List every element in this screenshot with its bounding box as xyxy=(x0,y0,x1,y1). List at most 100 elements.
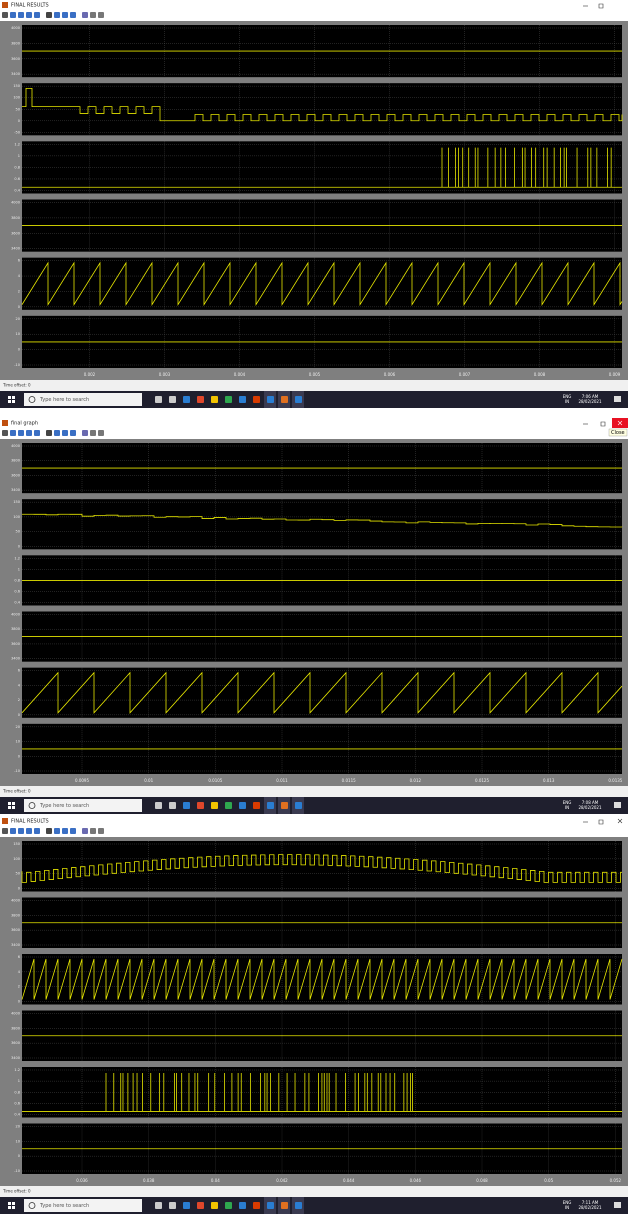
x-tick-label: 0.0105 xyxy=(208,778,222,783)
y-tick-label: 100 xyxy=(13,515,20,519)
notification-icon[interactable] xyxy=(614,396,621,402)
y-tick-label: 0.4 xyxy=(14,1113,20,1117)
taskbar-app[interactable] xyxy=(225,1202,232,1209)
toolbar-button[interactable] xyxy=(98,828,104,834)
toolbar-button[interactable] xyxy=(98,430,104,436)
taskbar-app[interactable] xyxy=(197,1202,204,1209)
toolbar-button[interactable] xyxy=(18,430,24,436)
toolbar-button[interactable] xyxy=(18,828,24,834)
taskbar-app[interactable] xyxy=(183,802,190,809)
taskbar-app[interactable] xyxy=(281,1202,288,1209)
taskbar-app[interactable] xyxy=(169,802,176,809)
taskbar-app[interactable] xyxy=(281,802,288,809)
taskbar-app[interactable] xyxy=(253,802,260,809)
taskbar-app[interactable] xyxy=(169,1202,176,1209)
y-tick-label: 4000 xyxy=(11,613,20,617)
taskbar-app[interactable] xyxy=(267,1202,274,1209)
toolbar-button[interactable] xyxy=(90,828,96,834)
search-placeholder: Type here to search xyxy=(39,397,89,403)
toolbar-button[interactable] xyxy=(34,828,40,834)
toolbar-button[interactable] xyxy=(54,430,60,436)
taskbar-app[interactable] xyxy=(295,802,302,809)
toolbar-button[interactable] xyxy=(90,12,96,18)
taskbar-app[interactable] xyxy=(225,802,232,809)
toolbar-button[interactable] xyxy=(54,12,60,18)
taskbar-app[interactable] xyxy=(211,1202,218,1209)
y-tick-label: 3800 xyxy=(11,41,20,45)
x-tick-label: 0.009 xyxy=(609,372,621,377)
y-tick-label: 4000 xyxy=(11,444,20,448)
toolbar-button[interactable] xyxy=(98,12,104,18)
x-tick-label: 0.042 xyxy=(276,1178,288,1183)
taskbar-app[interactable] xyxy=(253,396,260,403)
taskbar-app[interactable] xyxy=(239,802,246,809)
toolbar-button[interactable] xyxy=(18,12,24,18)
x-tick-label: 0.005 xyxy=(309,372,321,377)
taskbar-app[interactable] xyxy=(239,396,246,403)
notification-icon[interactable] xyxy=(614,802,621,808)
taskbar-app[interactable] xyxy=(253,1202,260,1209)
toolbar-button[interactable] xyxy=(34,430,40,436)
toolbar-button[interactable] xyxy=(10,12,16,18)
toolbar-button[interactable] xyxy=(10,828,16,834)
x-tick-label: 0.003 xyxy=(159,372,171,377)
taskbar-app[interactable] xyxy=(267,802,274,809)
toolbar-button[interactable] xyxy=(26,430,32,436)
toolbar-button[interactable] xyxy=(54,828,60,834)
taskbar-app[interactable] xyxy=(225,396,232,403)
toolbar-button[interactable] xyxy=(62,12,68,18)
x-tick-label: 0.038 xyxy=(143,1178,155,1183)
toolbar-button[interactable] xyxy=(26,12,32,18)
toolbar-button[interactable] xyxy=(62,828,68,834)
taskbar-app[interactable] xyxy=(197,802,204,809)
taskbar-app[interactable] xyxy=(197,396,204,403)
notification-icon[interactable] xyxy=(614,1202,621,1208)
y-tick-label: 0 xyxy=(18,305,20,309)
taskbar-app[interactable] xyxy=(295,396,302,403)
scope-window: final graphClose400038003600340015010050… xyxy=(0,418,628,814)
y-tick-label: 150 xyxy=(13,500,20,504)
toolbar-button[interactable] xyxy=(90,430,96,436)
x-tick-label: 0.011 xyxy=(276,778,288,783)
y-tick-label: 0.6 xyxy=(14,1101,20,1105)
tray-region: IN xyxy=(565,805,569,810)
scope-window: FINAL RESULTS150100500400038003600340064… xyxy=(0,816,628,1214)
x-tick-label: 0.0095 xyxy=(75,778,89,783)
taskbar-app[interactable] xyxy=(211,396,218,403)
x-tick-label: 0.01 xyxy=(144,778,153,783)
taskbar-app[interactable] xyxy=(155,1202,162,1209)
taskbar-app[interactable] xyxy=(239,1202,246,1209)
toolbar-button[interactable] xyxy=(62,430,68,436)
taskbar-app[interactable] xyxy=(169,396,176,403)
toolbar-button[interactable] xyxy=(82,12,88,18)
toolbar-button[interactable] xyxy=(82,430,88,436)
taskbar-app[interactable] xyxy=(267,396,274,403)
taskbar-app[interactable] xyxy=(183,396,190,403)
toolbar-button[interactable] xyxy=(2,430,8,436)
toolbar-button[interactable] xyxy=(82,828,88,834)
taskbar-app[interactable] xyxy=(281,396,288,403)
toolbar-button[interactable] xyxy=(46,828,52,834)
y-tick-label: 50 xyxy=(16,872,20,876)
toolbar-button[interactable] xyxy=(70,828,76,834)
toolbar-button[interactable] xyxy=(26,828,32,834)
toolbar-button[interactable] xyxy=(10,430,16,436)
taskbar-app[interactable] xyxy=(211,802,218,809)
toolbar-button[interactable] xyxy=(70,12,76,18)
toolbar-button[interactable] xyxy=(2,828,8,834)
toolbar-button[interactable] xyxy=(34,12,40,18)
taskbar-app[interactable] xyxy=(155,396,162,403)
taskbar-app[interactable] xyxy=(295,1202,302,1209)
y-tick-label: 10 xyxy=(16,332,20,336)
y-tick-label: 6 xyxy=(18,669,20,673)
y-tick-label: 100 xyxy=(13,857,20,861)
y-tick-label: 1 xyxy=(18,154,20,158)
toolbar-button[interactable] xyxy=(70,430,76,436)
y-tick-label: 0 xyxy=(18,119,20,123)
taskbar-app[interactable] xyxy=(183,1202,190,1209)
toolbar-button[interactable] xyxy=(46,12,52,18)
tray-region: IN xyxy=(565,399,569,404)
toolbar-button[interactable] xyxy=(46,430,52,436)
toolbar-button[interactable] xyxy=(2,12,8,18)
taskbar-app[interactable] xyxy=(155,802,162,809)
